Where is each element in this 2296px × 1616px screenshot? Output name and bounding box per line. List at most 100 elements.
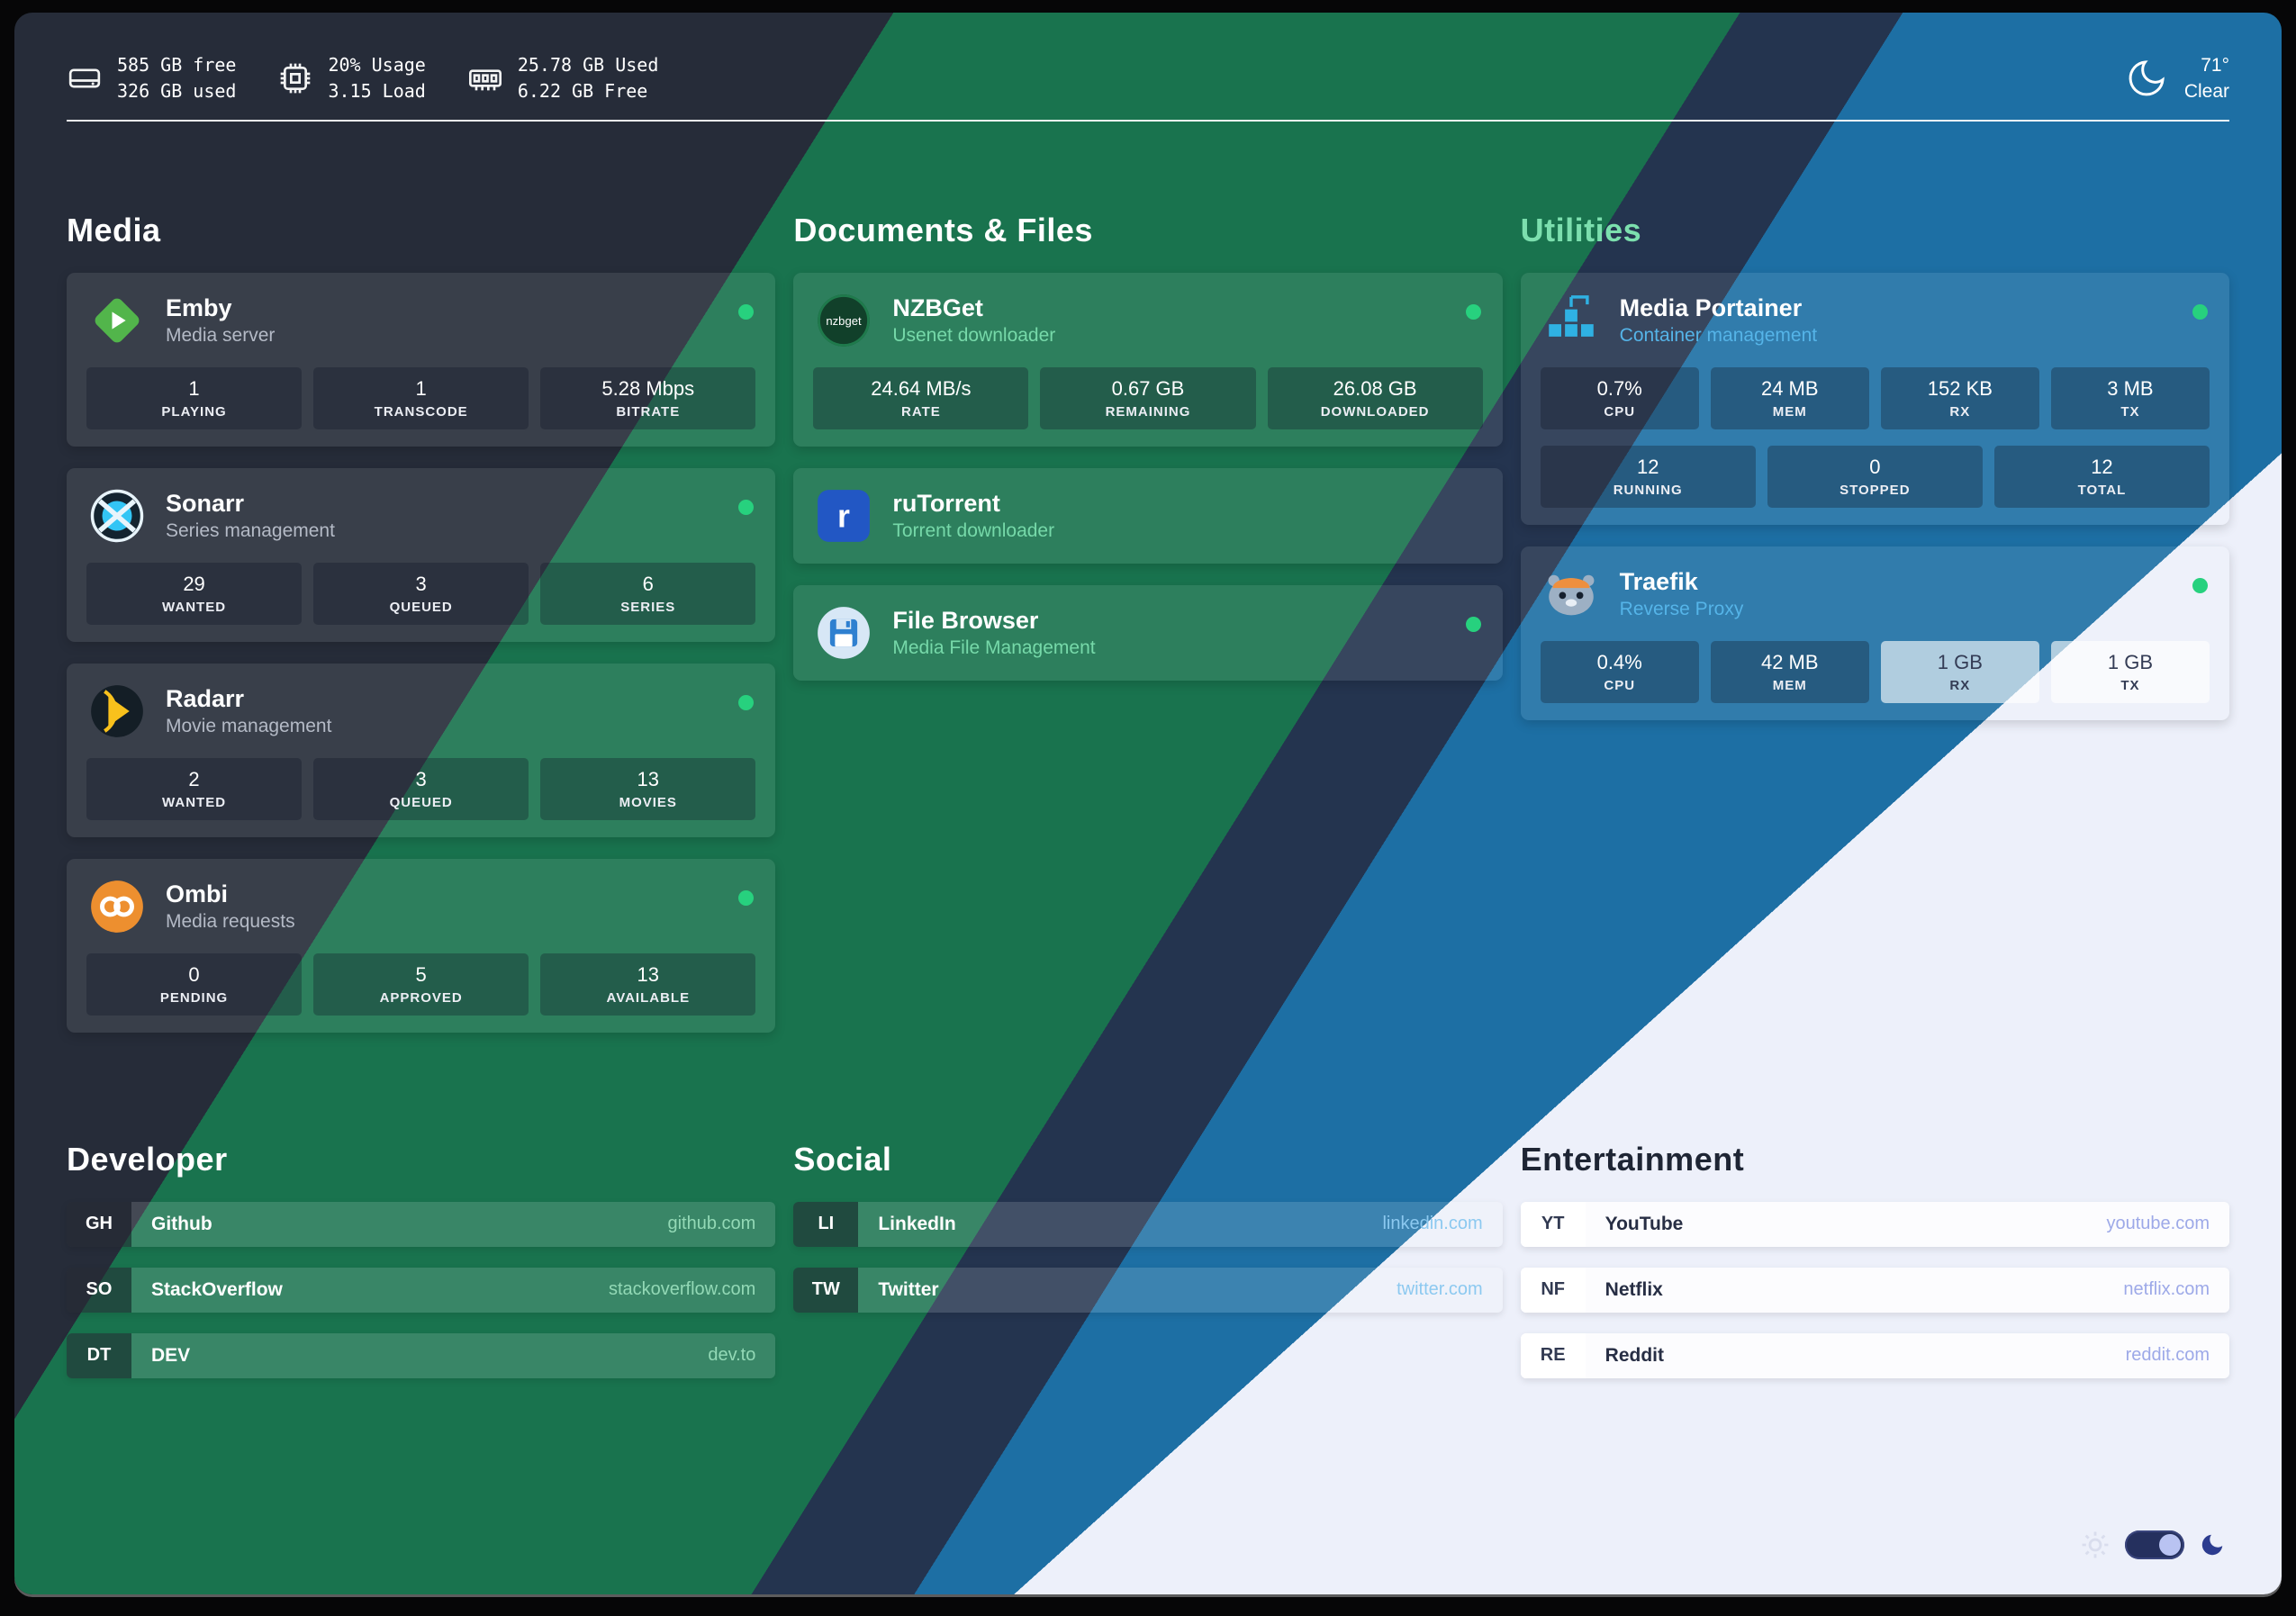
- traefik-stats: 0.4% CPU 42 MB MEM 1 GB RX 1 GB: [1540, 640, 2210, 703]
- stat-value: 2: [188, 767, 200, 790]
- link-tag: SO: [67, 1267, 131, 1313]
- stat-label: RUNNING: [1613, 482, 1683, 498]
- filebrowser-icon: [813, 602, 874, 664]
- section-utilities: Utilities M: [1520, 212, 2229, 1054]
- link-linkedin[interactable]: LI LinkedIn linkedin.com: [793, 1201, 1503, 1247]
- stat-label: AVAILABLE: [606, 989, 691, 1006]
- sonarr-title: Sonarr: [166, 490, 245, 518]
- link-tag: DT: [67, 1332, 131, 1378]
- link-youtube[interactable]: YT YouTube youtube.com: [1520, 1201, 2229, 1247]
- link-github[interactable]: GH Github github.com: [67, 1201, 776, 1247]
- stat-value: 42 MB: [1760, 650, 1819, 673]
- stat-box: 5 APPROVED: [313, 952, 529, 1016]
- stat-label: DOWNLOADED: [1320, 403, 1430, 420]
- section-media: Media Emby Media server: [67, 212, 776, 1054]
- link-name: Netflix: [1604, 1278, 1663, 1300]
- topbar-divider: [67, 119, 2229, 122]
- stat-label: STOPPED: [1840, 482, 1911, 498]
- link-url: netflix.com: [2123, 1279, 2210, 1300]
- stat-value: 13: [637, 962, 660, 986]
- link-name: LinkedIn: [878, 1213, 956, 1234]
- filebrowser-card[interactable]: File Browser Media File Management: [793, 584, 1503, 681]
- stat-label: RX: [1949, 403, 1971, 420]
- traefik-status-dot: [2192, 577, 2208, 593]
- stat-label: TOTAL: [2077, 482, 2127, 498]
- weather-moon-icon: [2125, 57, 2168, 100]
- radarr-card[interactable]: Radarr Movie management 2 WANTED 3 QUEUE…: [67, 663, 776, 837]
- stat-value: 3 MB: [2107, 376, 2154, 400]
- rutorrent-icon: r: [813, 485, 874, 546]
- ombi-status-dot: [738, 889, 755, 906]
- section-social: Social LI LinkedIn linkedin.com TW Twitt…: [793, 1141, 1503, 1399]
- stat-label: QUEUED: [389, 794, 453, 810]
- rutorrent-title: ruTorrent: [892, 490, 1000, 518]
- traefik-subtitle: Reverse Proxy: [1619, 599, 1744, 620]
- stat-label: MEM: [1772, 677, 1807, 693]
- link-url: stackoverflow.com: [608, 1279, 756, 1300]
- light-mode-sun-icon[interactable]: [2080, 1530, 2111, 1560]
- stat-box: 3 QUEUED: [313, 562, 529, 625]
- link-url: dev.to: [708, 1345, 756, 1366]
- link-tag: LI: [793, 1201, 859, 1247]
- stat-value: 1: [188, 376, 200, 400]
- stat-value: 5: [415, 962, 427, 986]
- stat-label: MOVIES: [619, 794, 677, 810]
- stat-box: 2 WANTED: [86, 757, 303, 820]
- stat-box: 24 MB MEM: [1710, 366, 1869, 429]
- filebrowser-title: File Browser: [892, 607, 1039, 635]
- stat-box: 12 TOTAL: [1993, 445, 2210, 508]
- weather-temp: 71°: [2201, 55, 2229, 76]
- rutorrent-card[interactable]: r ruTorrent Torrent downloader: [793, 467, 1503, 564]
- link-dev-to[interactable]: DT DEV dev.to: [67, 1332, 776, 1378]
- stat-box: 6 SERIES: [540, 562, 756, 625]
- stat-label: WANTED: [162, 599, 227, 615]
- sonarr-status-dot: [738, 499, 755, 515]
- stat-label: CPU: [1604, 677, 1636, 693]
- stat-value: 5.28 Mbps: [601, 376, 695, 400]
- portainer-title: Media Portainer: [1619, 294, 1803, 322]
- stat-box: 1 GB RX: [1880, 640, 2039, 703]
- ombi-card[interactable]: Ombi Media requests 0 PENDING 5 APPROVED: [67, 858, 776, 1033]
- stat-label: RX: [1949, 677, 1971, 693]
- rutorrent-subtitle: Torrent downloader: [892, 520, 1055, 542]
- emby-card[interactable]: Emby Media server 1 PLAYING 1 TRANSCODE: [67, 272, 776, 447]
- portainer-card[interactable]: Media Portainer Container management 0.7…: [1520, 272, 2229, 525]
- link-reddit[interactable]: RE Reddit reddit.com: [1520, 1332, 2229, 1378]
- disk-used: 326 GB used: [117, 80, 237, 103]
- stat-box: 12 RUNNING: [1540, 445, 1756, 508]
- ombi-subtitle: Media requests: [166, 911, 295, 933]
- link-tag: YT: [1520, 1201, 1586, 1247]
- stat-label: TX: [2120, 677, 2140, 693]
- stat-label: BITRATE: [616, 403, 681, 420]
- stat-box: 5.28 Mbps BITRATE: [540, 366, 756, 429]
- stat-value: 0.4%: [1596, 650, 1642, 673]
- nzbget-subtitle: Usenet downloader: [892, 325, 1056, 347]
- theme-toggle[interactable]: [2125, 1530, 2184, 1559]
- traefik-card[interactable]: Traefik Reverse Proxy 0.4% CPU 42 MB MEM: [1520, 546, 2229, 720]
- stat-box: 3 MB TX: [2050, 366, 2210, 429]
- stat-value: 29: [183, 572, 205, 595]
- stat-value: 152 KB: [1927, 376, 1993, 400]
- link-stackoverflow[interactable]: SO StackOverflow stackoverflow.com: [67, 1267, 776, 1313]
- stat-label: PENDING: [159, 989, 229, 1006]
- link-netflix[interactable]: NF Netflix netflix.com: [1520, 1267, 2229, 1313]
- disk-stats: 585 GB free 326 GB used: [67, 52, 236, 104]
- stat-value: 26.08 GB: [1333, 376, 1417, 400]
- nzbget-card[interactable]: nzbget NZBGet Usenet downloader 24.64 MB…: [793, 272, 1503, 447]
- link-url: github.com: [667, 1214, 756, 1234]
- sonarr-card[interactable]: Sonarr Series management 29 WANTED 3 QUE…: [67, 467, 776, 642]
- stat-label: MEM: [1772, 403, 1807, 420]
- stat-label: QUEUED: [389, 599, 453, 615]
- stat-value: 1: [415, 376, 427, 400]
- dark-mode-moon-icon[interactable]: [2199, 1531, 2226, 1558]
- sonarr-icon: [86, 485, 148, 546]
- stat-box: 0.67 GB REMAINING: [1040, 366, 1256, 429]
- link-url: linkedin.com: [1382, 1214, 1483, 1234]
- link-tag: GH: [67, 1201, 131, 1247]
- link-twitter[interactable]: TW Twitter twitter.com: [793, 1267, 1503, 1313]
- stat-box: 1 PLAYING: [86, 366, 303, 429]
- link-name: StackOverflow: [151, 1278, 283, 1300]
- stat-label: WANTED: [162, 794, 227, 810]
- disk-free: 585 GB free: [117, 54, 237, 77]
- stat-label: REMAINING: [1105, 403, 1191, 420]
